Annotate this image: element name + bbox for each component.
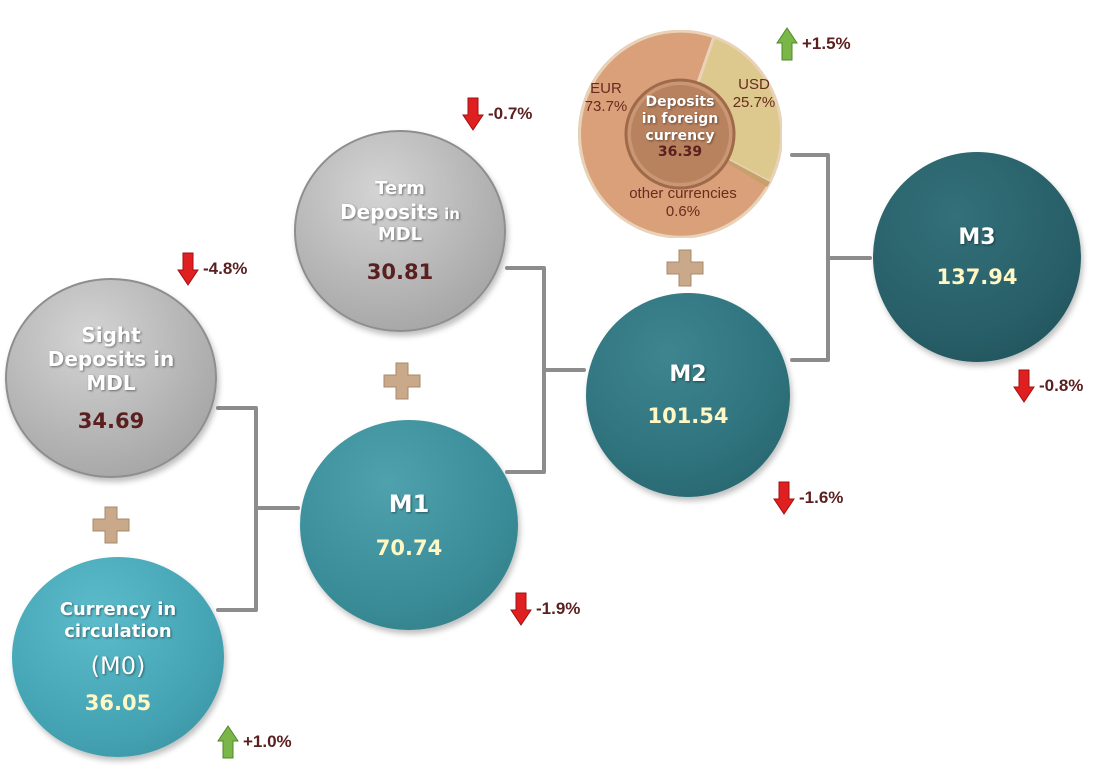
sight-change: -4.8% xyxy=(177,252,247,286)
foreign-line2: in foreign xyxy=(641,110,719,127)
m1-change: -1.9% xyxy=(510,592,580,626)
down-arrow-icon xyxy=(177,252,199,286)
eur-label: EUR xyxy=(590,80,622,97)
m0-node: Currency in circulation (M0) 36.05 xyxy=(12,557,224,757)
sight-line1: Sight xyxy=(81,323,141,347)
term-change-text: -0.7% xyxy=(488,104,533,123)
m3-change: -0.8% xyxy=(1013,369,1083,403)
term-deposits-node: Term Deposits in MDL 30.81 xyxy=(294,130,506,332)
foreign-change: +1.5% xyxy=(776,27,851,61)
m0-value: 36.05 xyxy=(84,690,152,715)
foreign-currency-pie: Deposits in foreign currency 36.39 EUR 7… xyxy=(578,30,782,238)
down-arrow-icon xyxy=(510,592,532,626)
term-value: 30.81 xyxy=(366,259,434,284)
sight-value: 34.69 xyxy=(77,409,145,433)
m0-line2: circulation xyxy=(64,620,172,642)
term-line2b: in xyxy=(444,205,460,223)
term-change: -0.7% xyxy=(462,97,532,131)
m0-change: +1.0% xyxy=(217,725,292,759)
m2-label: M2 xyxy=(669,361,707,387)
m2-change-text: -1.6% xyxy=(799,488,844,507)
plus-icon-1 xyxy=(92,506,130,544)
term-line3: MDL xyxy=(377,224,423,245)
down-arrow-icon xyxy=(773,481,795,515)
term-line1: Term xyxy=(375,178,425,200)
foreign-change-text: +1.5% xyxy=(802,34,851,53)
foreign-line1: Deposits xyxy=(645,94,715,110)
plus-icon-2 xyxy=(383,362,421,400)
m2-node: M2 101.54 xyxy=(586,293,790,497)
bracket-m2-foreign-to-m3 xyxy=(790,153,872,362)
m2-value: 101.54 xyxy=(647,404,729,429)
down-arrow-icon xyxy=(462,97,484,131)
usd-label: USD xyxy=(738,76,770,93)
plus-icon-3 xyxy=(666,249,704,287)
other-pct: 0.6% xyxy=(665,203,701,220)
down-arrow-icon xyxy=(1013,369,1035,403)
m2-change: -1.6% xyxy=(773,481,843,515)
up-arrow-icon xyxy=(217,725,239,759)
m1-value: 70.74 xyxy=(375,536,443,561)
m1-change-text: -1.9% xyxy=(536,599,581,618)
bracket-m0-sight-to-m1 xyxy=(216,406,300,612)
foreign-value: 36.39 xyxy=(657,144,703,161)
m1-label: M1 xyxy=(388,489,430,518)
sight-change-text: -4.8% xyxy=(203,259,248,278)
eur-pct: 73.7% xyxy=(584,98,628,115)
bracket-m1-term-to-m2 xyxy=(505,266,586,474)
m0-line3: (M0) xyxy=(90,652,146,681)
usd-pct: 25.7% xyxy=(732,94,776,111)
foreign-line3: currency xyxy=(645,127,715,144)
term-line2a: Deposits xyxy=(340,200,439,224)
up-arrow-icon xyxy=(776,27,798,61)
m0-change-text: +1.0% xyxy=(243,732,292,751)
m3-label: M3 xyxy=(958,224,996,250)
sight-deposits-node: Sight Deposits in MDL 34.69 xyxy=(5,278,217,478)
m3-node: M3 137.94 xyxy=(873,152,1081,362)
m1-node: M1 70.74 xyxy=(300,420,518,630)
m3-value: 137.94 xyxy=(936,265,1018,290)
m0-line1: Currency in xyxy=(59,599,177,620)
other-label: other currencies xyxy=(629,185,737,202)
sight-line3: MDL xyxy=(86,371,136,395)
sight-line2: Deposits in xyxy=(47,347,175,371)
m3-change-text: -0.8% xyxy=(1039,376,1084,395)
